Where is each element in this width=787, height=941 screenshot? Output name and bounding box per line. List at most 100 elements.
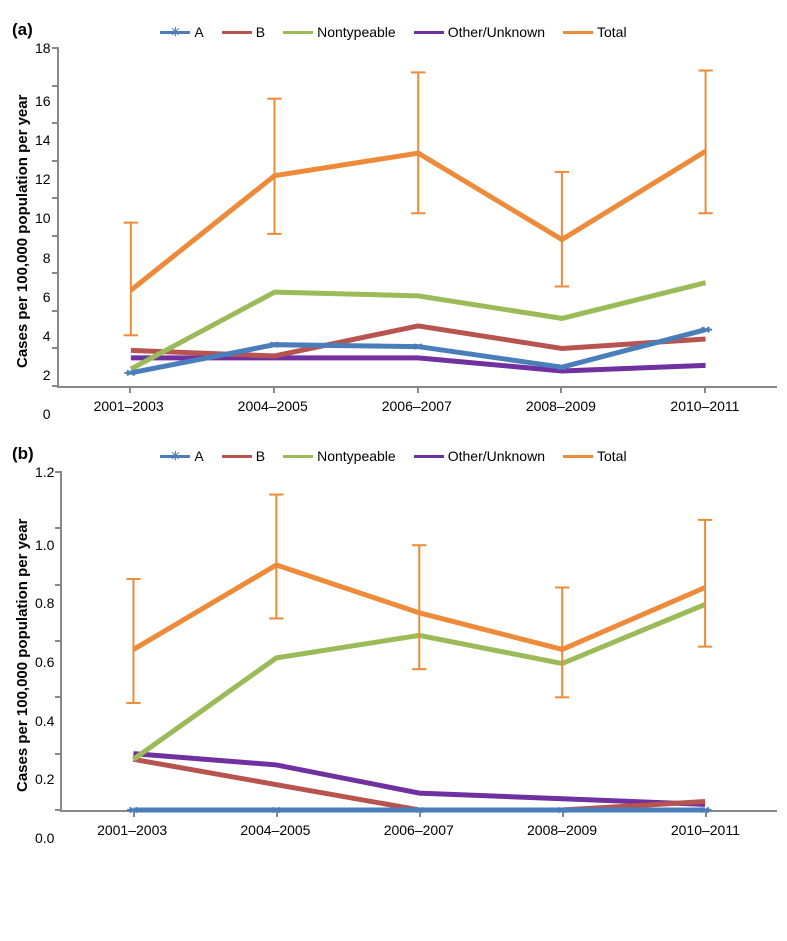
legend: ✳ABNontypeableOther/UnknownTotal bbox=[10, 444, 777, 472]
panel-label: (b) bbox=[12, 444, 34, 464]
x-tick-label: 2006–2007 bbox=[347, 822, 490, 838]
y-tick-mark bbox=[52, 310, 59, 312]
legend-marker-asterisk: ✳ bbox=[170, 25, 180, 39]
series-line-otherunknown bbox=[134, 754, 706, 805]
legend-label: B bbox=[256, 448, 265, 464]
legend-swatch-nontypeable bbox=[283, 449, 313, 463]
legend-label: Other/Unknown bbox=[448, 24, 545, 40]
y-tick-mark bbox=[55, 753, 62, 755]
y-tick-mark bbox=[52, 85, 59, 87]
x-tick-label: 2001–2003 bbox=[57, 398, 201, 414]
x-tick-label: 2004–2005 bbox=[204, 822, 347, 838]
legend-item-b: B bbox=[222, 448, 265, 464]
y-tick-mark bbox=[55, 471, 62, 473]
legend-item-nontypeable: Nontypeable bbox=[283, 24, 396, 40]
y-tick-label: 14 bbox=[35, 133, 51, 147]
plot-area bbox=[60, 472, 777, 812]
y-tick-label: 0.0 bbox=[35, 831, 54, 845]
legend-swatch-nontypeable bbox=[283, 25, 313, 39]
legend-label: Total bbox=[597, 448, 627, 464]
y-tick-mark bbox=[52, 122, 59, 124]
legend-label: A bbox=[194, 24, 203, 40]
y-tick-label: 0.2 bbox=[35, 772, 54, 786]
y-tick-label: 4 bbox=[43, 329, 51, 343]
legend-line bbox=[283, 455, 313, 458]
chart-wrap: Cases per 100,000 population per year181… bbox=[10, 48, 777, 414]
legend: ✳ABNontypeableOther/UnknownTotal bbox=[10, 20, 777, 48]
y-tick-mark bbox=[52, 385, 59, 387]
legend-label: Nontypeable bbox=[317, 24, 396, 40]
legend-label: Nontypeable bbox=[317, 448, 396, 464]
panel-label: (a) bbox=[12, 20, 33, 40]
legend-item-a: ✳A bbox=[160, 24, 203, 40]
y-tick-label: 16 bbox=[35, 94, 51, 108]
legend-line bbox=[414, 455, 444, 458]
y-axis-label: Cases per 100,000 population per year bbox=[10, 48, 35, 414]
y-tick-mark bbox=[55, 640, 62, 642]
legend-swatch-total bbox=[563, 449, 593, 463]
y-tick-mark bbox=[52, 47, 59, 49]
x-tick-label: 2008–2009 bbox=[490, 822, 633, 838]
plot-column: 2001–20032004–20052006–20072008–20092010… bbox=[60, 472, 777, 838]
y-tick-label: 10 bbox=[35, 211, 51, 225]
legend-item-b: B bbox=[222, 24, 265, 40]
y-tick-label: 0.8 bbox=[35, 596, 54, 610]
x-tick-label: 2006–2007 bbox=[345, 398, 489, 414]
plot-area bbox=[57, 48, 777, 388]
y-axis: 181614121086420 bbox=[35, 48, 57, 414]
y-tick-mark bbox=[52, 235, 59, 237]
y-tick-label: 1.0 bbox=[35, 538, 54, 552]
y-tick-label: 2 bbox=[43, 368, 51, 382]
legend-line bbox=[222, 455, 252, 458]
legend-item-a: ✳A bbox=[160, 448, 203, 464]
x-tick-label: 2010–2011 bbox=[634, 822, 777, 838]
legend-item-otherunknown: Other/Unknown bbox=[414, 24, 545, 40]
y-tick-label: 18 bbox=[35, 41, 51, 55]
y-tick-mark bbox=[52, 347, 59, 349]
series-line-otherunknown bbox=[130, 358, 705, 371]
plot-column: 2001–20032004–20052006–20072008–20092010… bbox=[57, 48, 777, 414]
legend-label: A bbox=[194, 448, 203, 464]
legend-label: Total bbox=[597, 24, 627, 40]
plot-svg bbox=[62, 472, 777, 810]
x-tick-mark bbox=[273, 386, 275, 393]
legend-line bbox=[563, 455, 593, 458]
y-tick-mark bbox=[52, 272, 59, 274]
chart-wrap: Cases per 100,000 population per year1.2… bbox=[10, 472, 777, 838]
y-tick-label: 0.4 bbox=[35, 714, 54, 728]
x-tick-label: 2004–2005 bbox=[201, 398, 345, 414]
y-tick-mark bbox=[55, 809, 62, 811]
x-tick-mark bbox=[129, 386, 131, 393]
legend-swatch-a: ✳ bbox=[160, 25, 190, 39]
y-tick-label: 0 bbox=[43, 407, 51, 421]
x-tick-mark bbox=[417, 386, 419, 393]
legend-swatch-b bbox=[222, 449, 252, 463]
legend-swatch-otherunknown bbox=[414, 449, 444, 463]
x-tick-mark bbox=[560, 386, 562, 393]
x-tick-label: 2008–2009 bbox=[489, 398, 633, 414]
legend-label: B bbox=[256, 24, 265, 40]
legend-marker-asterisk: ✳ bbox=[170, 449, 180, 463]
y-tick-label: 12 bbox=[35, 172, 51, 186]
y-tick-label: 6 bbox=[43, 290, 51, 304]
y-tick-mark bbox=[52, 197, 59, 199]
panel-b: (b)✳ABNontypeableOther/UnknownTotalCases… bbox=[10, 444, 777, 838]
x-tick-label: 2010–2011 bbox=[633, 398, 777, 414]
legend-line bbox=[414, 31, 444, 34]
plot-svg bbox=[59, 48, 777, 386]
x-tick-mark bbox=[704, 386, 706, 393]
legend-item-total: Total bbox=[563, 448, 627, 464]
y-tick-label: 8 bbox=[43, 251, 51, 265]
y-tick-label: 0.6 bbox=[35, 655, 54, 669]
y-tick-label: 1.2 bbox=[35, 465, 54, 479]
legend-item-nontypeable: Nontypeable bbox=[283, 448, 396, 464]
legend-item-otherunknown: Other/Unknown bbox=[414, 448, 545, 464]
y-tick-mark bbox=[55, 527, 62, 529]
legend-line bbox=[283, 31, 313, 34]
panel-a: (a)✳ABNontypeableOther/UnknownTotalCases… bbox=[10, 20, 777, 414]
legend-line bbox=[222, 31, 252, 34]
legend-swatch-b bbox=[222, 25, 252, 39]
legend-line bbox=[563, 31, 593, 34]
legend-item-total: Total bbox=[563, 24, 627, 40]
legend-swatch-total bbox=[563, 25, 593, 39]
